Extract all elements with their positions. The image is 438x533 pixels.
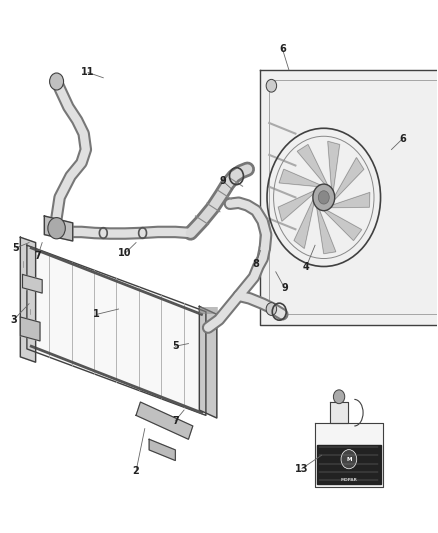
Polygon shape <box>297 144 328 185</box>
Text: 6: 6 <box>279 44 286 53</box>
Polygon shape <box>294 200 314 248</box>
Polygon shape <box>335 158 364 200</box>
Polygon shape <box>44 216 73 241</box>
Text: 13: 13 <box>295 464 309 473</box>
Text: 8: 8 <box>253 259 260 269</box>
Text: 9: 9 <box>220 176 227 187</box>
Circle shape <box>318 191 329 204</box>
Text: 7: 7 <box>35 251 41 261</box>
Text: MOPAR: MOPAR <box>340 478 357 482</box>
Polygon shape <box>331 192 370 207</box>
Polygon shape <box>199 306 217 418</box>
Text: 9: 9 <box>281 283 288 293</box>
Circle shape <box>266 303 277 316</box>
Polygon shape <box>324 210 362 240</box>
Polygon shape <box>261 70 438 325</box>
Text: 7: 7 <box>172 416 179 426</box>
Polygon shape <box>22 274 42 293</box>
Circle shape <box>313 184 335 211</box>
Polygon shape <box>330 402 348 423</box>
Polygon shape <box>315 423 383 487</box>
Text: 6: 6 <box>399 134 406 144</box>
Polygon shape <box>279 169 320 187</box>
Polygon shape <box>136 402 193 439</box>
Polygon shape <box>20 317 40 341</box>
Text: 10: 10 <box>118 248 132 258</box>
Polygon shape <box>317 207 336 254</box>
Circle shape <box>333 390 345 403</box>
Text: 3: 3 <box>11 314 17 325</box>
Circle shape <box>341 450 357 469</box>
Polygon shape <box>328 141 339 191</box>
Polygon shape <box>20 237 35 362</box>
Text: 2: 2 <box>133 466 139 476</box>
Text: 4: 4 <box>303 262 310 271</box>
Text: 5: 5 <box>13 243 19 253</box>
Text: 5: 5 <box>172 341 179 351</box>
Text: M: M <box>346 457 352 462</box>
Text: 11: 11 <box>81 68 95 77</box>
Circle shape <box>266 79 277 92</box>
Circle shape <box>48 217 65 239</box>
Polygon shape <box>278 191 314 221</box>
Polygon shape <box>317 445 381 484</box>
Text: 1: 1 <box>93 309 100 319</box>
Circle shape <box>49 73 64 90</box>
Polygon shape <box>27 245 206 415</box>
Polygon shape <box>149 439 175 461</box>
